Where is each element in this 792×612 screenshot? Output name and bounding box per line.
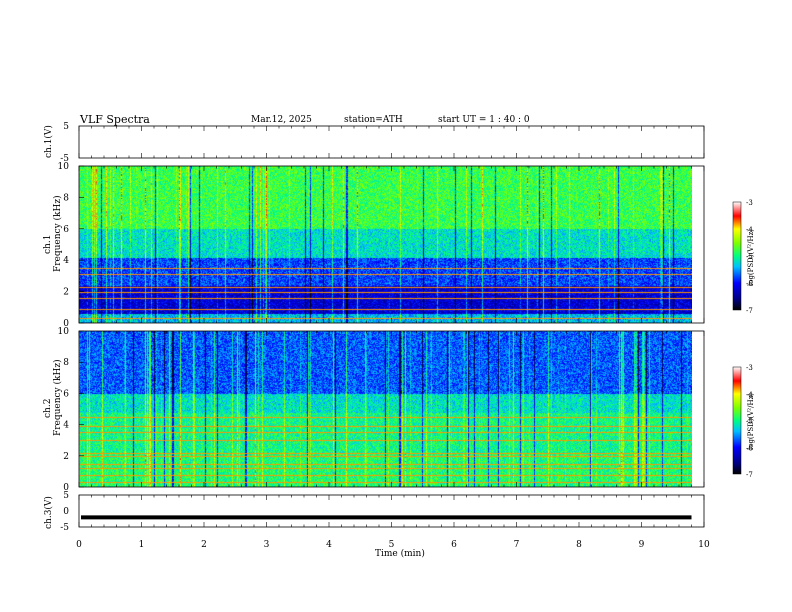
x-tick-label: 7 <box>514 540 520 550</box>
colorbar2 <box>732 366 742 475</box>
ch2-freq-tick-label: 10 <box>58 327 70 337</box>
colorbar2-tick-label: -4 <box>746 391 753 399</box>
x-tick-label: 0 <box>76 540 82 550</box>
x-tick-label: 2 <box>201 540 207 550</box>
x-tick-label: 5 <box>389 540 395 550</box>
x-tick-label: 3 <box>264 540 270 550</box>
colorbar1-tick-label: -5 <box>746 253 753 261</box>
colorbar2-tick-label: -6 <box>746 444 753 452</box>
ch2-freq-tick-label: 6 <box>63 389 69 399</box>
station-label: station=ATH <box>344 115 403 125</box>
ch1-freq-tick-label: 6 <box>63 225 69 235</box>
colorbar1-tick-label: -6 <box>746 280 753 288</box>
colorbar2-tick-label: -3 <box>746 364 753 372</box>
ch3-y-tick-label: -5 <box>60 523 69 533</box>
colorbar1-tick-label: -7 <box>746 307 753 315</box>
ch1-freq-tick-label: 8 <box>63 193 69 203</box>
ch3-y-tick-label: 5 <box>63 491 69 501</box>
ch2-freq-tick-label: 0 <box>63 483 69 493</box>
colorbar2-tick-label: -7 <box>746 471 753 479</box>
colorbar1 <box>732 201 742 311</box>
date-label: Mar.12, 2025 <box>251 115 312 125</box>
ch2-spectrogram-image <box>79 331 692 487</box>
ch2-freq-tick-label: 2 <box>63 452 69 462</box>
colorbar1-tick-label: -3 <box>746 199 753 207</box>
x-tick-label: 10 <box>698 540 710 550</box>
plot-title: VLF Spectra <box>80 113 150 126</box>
ch1-freq-tick-label: 4 <box>63 256 69 266</box>
ch1-freq-tick-label: 0 <box>63 319 69 329</box>
ch1-freq-tick-label: 2 <box>63 288 69 298</box>
x-tick-label: 9 <box>639 540 645 550</box>
colorbar1-tick-label: -4 <box>746 226 753 234</box>
x-tick-label: 1 <box>139 540 145 550</box>
x-axis-label: Time (min) <box>375 549 425 559</box>
start-time-label: start UT = 1 : 40 : 0 <box>438 115 530 125</box>
ch1-y-tick-label: 5 <box>63 122 69 132</box>
x-tick-label: 8 <box>576 540 582 550</box>
ch1-spectrogram-image <box>79 166 692 323</box>
ch1-y-tick-label: -5 <box>60 154 69 164</box>
ch1-freq-tick-label: 10 <box>58 162 70 172</box>
ch2-freq-tick-label: 4 <box>63 421 69 431</box>
x-tick-label: 6 <box>451 540 457 550</box>
ch3-y-tick-label: 0 <box>63 507 69 517</box>
colorbar2-tick-label: -5 <box>746 418 753 426</box>
x-tick-label: 4 <box>326 540 332 550</box>
ch2-freq-tick-label: 8 <box>63 358 69 368</box>
